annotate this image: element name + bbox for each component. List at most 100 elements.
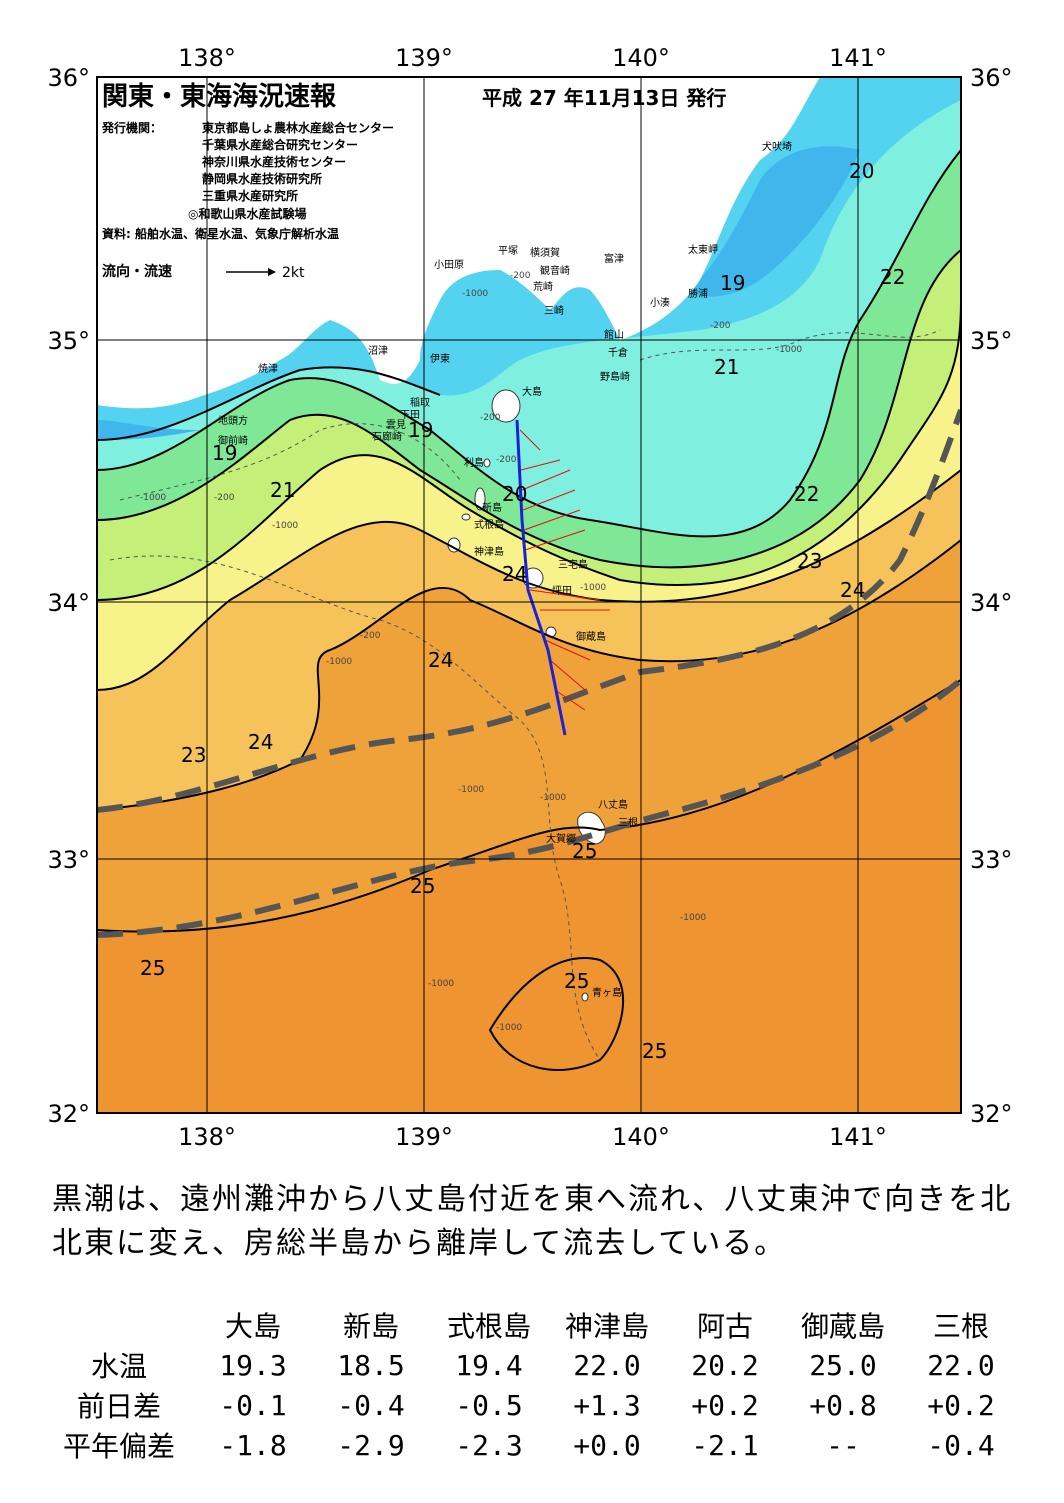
column-header: 式根島 [446, 1310, 531, 1343]
lat-label-right: 32° [970, 1100, 1013, 1128]
toshima-island [483, 458, 491, 468]
station-table: 大島 新島 式根島 神津島 阿古 御蔵島 三根 水温 19.3 18.5 19.… [44, 1305, 1020, 1465]
contour-label: 24 [248, 730, 273, 754]
contour-label: 23 [797, 549, 822, 573]
land-honshu [97, 77, 820, 409]
isotherm-23 [97, 469, 961, 691]
table-cell: 25.0 [809, 1348, 877, 1382]
isotherm-25-eddy [488, 957, 625, 1071]
table-header-row: 大島 新島 式根島 神津島 阿古 御蔵島 三根 [44, 1305, 1020, 1345]
depth-200 [119, 423, 461, 501]
data-source: 資料: 船舶水温、衛星水温、気象庁解析水温 [102, 226, 339, 241]
place-name: 横須賀 [530, 246, 560, 259]
publisher: 千葉県水産総合研究センター [202, 137, 358, 152]
place-name: 小田原 [434, 259, 464, 271]
contour-label: 25 [140, 956, 165, 980]
depth-label: -1000 [680, 913, 706, 923]
table-cell: -0.4 [927, 1428, 995, 1462]
contour-label: 25 [642, 1039, 667, 1063]
publisher: ◎和歌山県水産試験場 [188, 206, 306, 221]
lat-label-left: 36° [47, 64, 90, 92]
publisher: 東京都島しょ農林水産総合センター [202, 120, 394, 135]
isotherm-19 [97, 366, 441, 441]
table-cell: 19.4 [455, 1348, 523, 1382]
contour-label: 19 [720, 271, 745, 295]
place-name: 犬吠埼 [762, 140, 792, 153]
place-name: 石廊崎 [372, 430, 402, 443]
depth-1000 [109, 555, 601, 1061]
row-header: 水温 [90, 1350, 147, 1383]
column-header: 三根 [932, 1310, 989, 1343]
place-name: 荒崎 [533, 280, 553, 293]
issue-date: 平成 27 年11月13日 発行 [482, 86, 726, 110]
table-cell: -- [826, 1428, 860, 1462]
publisher: 神奈川県水産技術センター [202, 154, 346, 169]
vec [521, 469, 571, 491]
depth-label: -200 [360, 631, 381, 641]
depth-label: -200 [214, 493, 235, 503]
table-cell: 22.0 [927, 1348, 995, 1382]
table-cell: 18.5 [337, 1348, 405, 1382]
table-cell: -2.3 [455, 1428, 523, 1462]
table-cell: -1.8 [219, 1428, 287, 1462]
contour-label: 20 [849, 159, 874, 183]
place-name: 新島 [482, 501, 502, 514]
vec [554, 689, 586, 711]
place-name: 神津島 [474, 545, 504, 558]
contour-label: 21 [714, 355, 739, 379]
table-row: 前日差 -0.1 -0.4 -0.5 +1.3 +0.2 +0.8 +0.2 [44, 1385, 1020, 1425]
lat-label-left: 35° [47, 327, 90, 355]
depth-label: -1000 [458, 785, 484, 795]
lon-label-top: 141° [829, 44, 887, 72]
place-name: 館山 [604, 328, 624, 341]
map-title: 関東・東海海況速報 [102, 82, 337, 112]
contour-labels: 19 19 19 20 20 21 21 22 22 23 23 24 24 2… [140, 159, 905, 1063]
table-row: 水温 19.3 18.5 19.4 22.0 20.2 25.0 22.0 [44, 1345, 1020, 1385]
depth-label: -1000 [272, 521, 298, 531]
lat-label-right: 36° [970, 64, 1013, 92]
isotherm-24 [97, 539, 961, 811]
contour-label: 24 [502, 562, 527, 586]
table-corner [44, 1305, 194, 1345]
table-cell: -0.4 [337, 1388, 405, 1422]
place-name: 御蔵島 [576, 630, 606, 643]
place-name: 利島 [464, 456, 484, 469]
row-header: 前日差 [76, 1390, 161, 1423]
contour-label: 25 [572, 839, 597, 863]
table-cell: 22.0 [573, 1348, 641, 1382]
place-name: 地頭方 [218, 414, 248, 427]
kuroshio-axis [97, 408, 961, 938]
place-names: 犬吠埼 太東岬 勝浦 小湊 富津 館山 千倉 野島崎 横須賀 観音崎 平塚 荒崎… [218, 140, 792, 999]
contour-label: 22 [880, 265, 905, 289]
table-cell: 19.3 [219, 1348, 287, 1382]
contour-label: 20 [502, 482, 527, 506]
column-header: 新島 [342, 1310, 399, 1343]
place-name: 焼津 [258, 363, 278, 375]
isotherms [97, 149, 961, 1071]
vec [523, 509, 581, 531]
kuroshio-north [97, 408, 961, 813]
lat-label-right: 35° [970, 327, 1013, 355]
place-name: 三崎 [544, 304, 564, 317]
depth-label: -1000 [462, 289, 488, 299]
place-name: 伊東 [430, 352, 450, 365]
table-cell: -0.5 [455, 1388, 523, 1422]
depth-label: -1000 [140, 493, 166, 503]
publisher-label: 発行機関： [101, 120, 162, 135]
oshima-island [491, 389, 521, 423]
depth-label: -1000 [540, 793, 566, 803]
grid [97, 77, 961, 1113]
column-header: 大島 [224, 1310, 281, 1343]
legend-label: 流向・流速 [102, 263, 172, 280]
vec [549, 659, 586, 691]
place-name: 沼津 [368, 344, 388, 357]
ship-track [515, 419, 567, 736]
contour-label: 23 [181, 743, 206, 767]
contour-label: 21 [270, 478, 295, 502]
isotherm-20 [97, 149, 961, 538]
contour-label: 19 [212, 441, 237, 465]
table-cell: +0.0 [573, 1428, 641, 1462]
table-row: 平年偏差 -1.8 -2.9 -2.3 +0.0 -2.1 -- -0.4 [44, 1425, 1020, 1465]
depth-label: -200 [710, 321, 731, 331]
table-cell: +0.2 [927, 1388, 995, 1422]
